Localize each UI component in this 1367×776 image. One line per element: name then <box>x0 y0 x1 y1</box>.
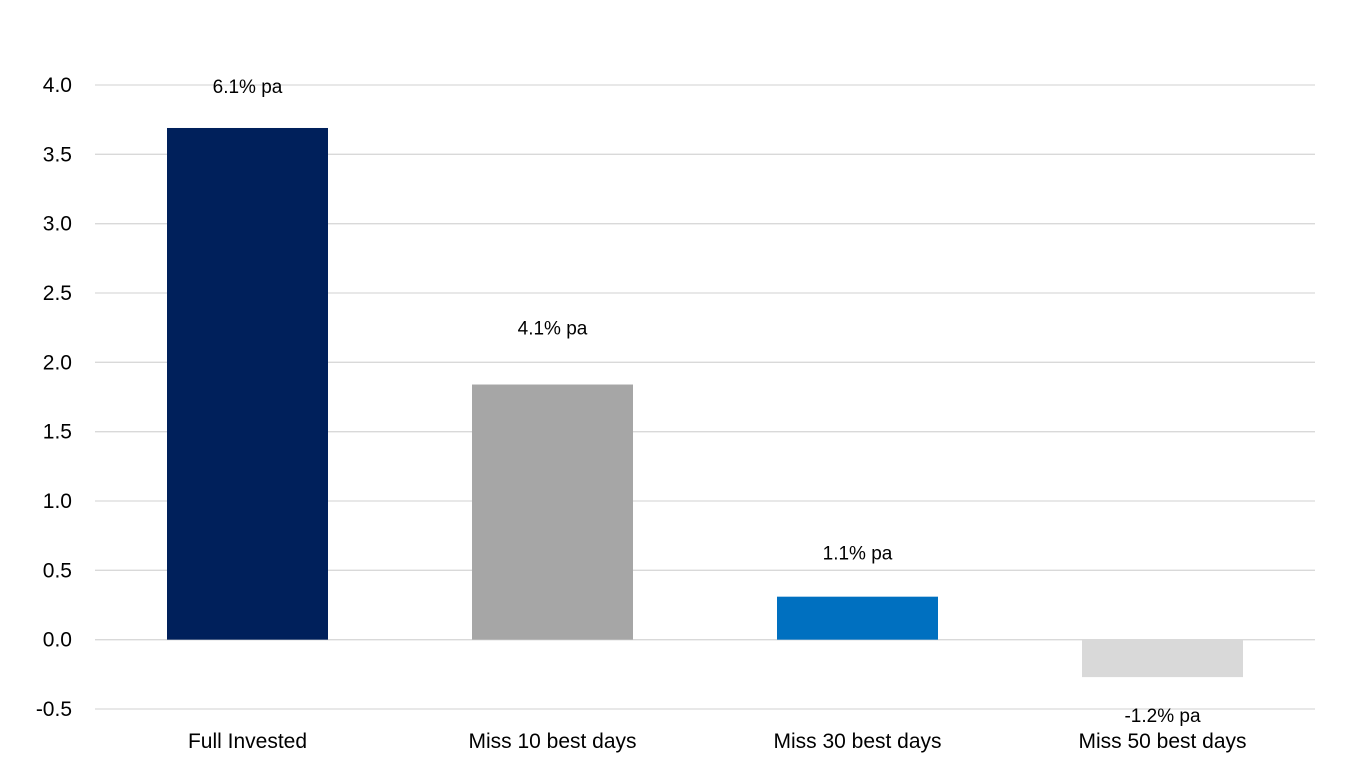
bar-miss-50-best-days <box>1082 639 1243 678</box>
y-tick-label: 3.5 <box>43 143 72 166</box>
x-category-label: Miss 50 best days <box>1078 730 1246 753</box>
y-tick-label: 4.0 <box>43 74 72 97</box>
y-tick-label: 0.0 <box>43 629 72 652</box>
bar-miss-10-best-days <box>472 384 633 640</box>
y-tick-label: -0.5 <box>36 698 72 721</box>
data-label-full-invested: 6.1% pa <box>213 77 283 98</box>
data-label-miss-10-best-days: 4.1% pa <box>518 319 588 340</box>
data-labels: 6.1% pa 4.1% pa 1.1% pa -1.2% pa <box>213 77 1201 727</box>
y-tick-label: 1.5 <box>43 421 72 444</box>
y-tick-label: 2.5 <box>43 282 72 305</box>
x-category-label: Miss 10 best days <box>468 730 636 753</box>
x-axis: Full Invested Miss 10 best days Miss 30 … <box>188 730 1247 753</box>
bar-full-invested <box>167 127 328 640</box>
y-tick-label: 1.0 <box>43 490 72 513</box>
bar-series <box>167 127 1243 678</box>
y-axis: 4.0 3.5 3.0 2.5 2.0 1.5 1.0 0.5 0.0 -0.5 <box>36 74 72 721</box>
y-tick-label: 2.0 <box>43 351 72 374</box>
x-category-label: Full Invested <box>188 730 307 753</box>
bar-miss-30-best-days <box>777 596 938 640</box>
y-tick-label: 0.5 <box>43 559 72 582</box>
x-category-label: Miss 30 best days <box>773 730 941 753</box>
data-label-miss-30-best-days: 1.1% pa <box>823 544 893 565</box>
data-label-miss-50-best-days: -1.2% pa <box>1124 706 1200 727</box>
y-tick-label: 3.0 <box>43 213 72 236</box>
